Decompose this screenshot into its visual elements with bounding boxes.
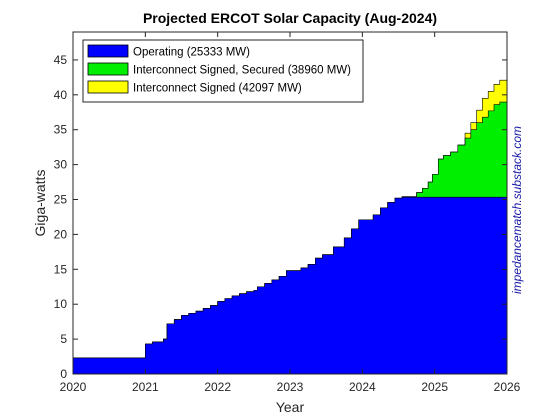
y-tick-label: 10 [54,297,68,311]
legend-label: Interconnect Signed (42097 MW) [133,83,302,95]
watermark-text: impedancematch.substack.com [510,126,524,294]
y-tick-label: 40 [54,88,68,102]
legend-box [82,39,364,103]
x-tick-label: 2024 [349,380,376,394]
legend-swatch [87,80,129,94]
x-tick-label: 2021 [132,380,159,394]
x-tick-label: 2022 [204,380,231,394]
legend-swatch [87,44,129,58]
y-tick-label: 30 [54,158,68,172]
legend-label: Operating (25333 MW) [133,47,250,59]
area-series-1 [72,196,508,375]
legend-swatch [87,62,129,76]
legend-label: Interconnect Signed, Secured (38960 MW) [133,65,351,77]
y-tick-label: 0 [60,367,67,381]
chart-title: Projected ERCOT Solar Capacity (Aug-2024… [143,10,437,26]
x-tick-label: 2026 [494,380,521,394]
y-tick-label: 20 [54,227,68,241]
y-tick-label: 15 [54,262,68,276]
x-axis-title: Year [276,399,305,415]
x-tick-label: 2023 [277,380,304,394]
y-tick-label: 25 [54,193,68,207]
area-layers [72,79,508,375]
y-axis-title: Giga-watts [32,170,48,237]
axes: 2020 2021 2022 2023 2024 2025 2026051015202530… [54,31,521,394]
x-tick-label: 2020 [60,380,87,394]
y-tick-label: 35 [54,123,68,137]
x-tick-label: 2025 [421,380,448,394]
legend: Operating (25333 MW) Interconnect Signed,… [82,39,364,103]
y-tick-label: 5 [60,332,67,346]
y-tick-label: 45 [54,53,68,67]
